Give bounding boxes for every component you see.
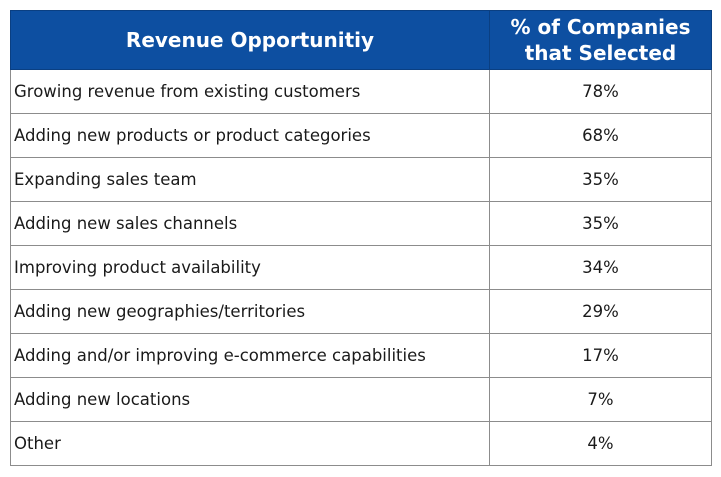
- row-value: 17%: [489, 333, 712, 378]
- row-label: Adding new locations: [10, 377, 490, 422]
- row-label: Adding and/or improving e-commerce capab…: [10, 333, 490, 378]
- row-label: Growing revenue from existing customers: [10, 69, 490, 114]
- table-row: Expanding sales team 35%: [10, 157, 712, 202]
- header-percent-line-2: that Selected: [524, 41, 677, 65]
- row-value: 29%: [489, 289, 712, 334]
- table-row: Improving product availability 34%: [10, 245, 712, 290]
- table-body: Growing revenue from existing customers 7…: [10, 69, 712, 466]
- row-label: Adding new products or product categorie…: [10, 113, 490, 158]
- row-label: Adding new geographies/territories: [10, 289, 490, 334]
- table-row: Adding new geographies/territories 29%: [10, 289, 712, 334]
- row-value: 7%: [489, 377, 712, 422]
- header-percent-line-1: % of Companies: [510, 15, 691, 39]
- table-header-row: Revenue Opportunitiy % of Companies that…: [10, 10, 712, 70]
- row-value: 4%: [489, 421, 712, 466]
- table-row: Adding new locations 7%: [10, 377, 712, 422]
- table-row: Adding new sales channels 35%: [10, 201, 712, 246]
- row-label: Improving product availability: [10, 245, 490, 290]
- table-row: Other 4%: [10, 421, 712, 466]
- header-revenue-opportunity: Revenue Opportunitiy: [10, 10, 490, 70]
- row-value: 34%: [489, 245, 712, 290]
- table-row: Adding new products or product categorie…: [10, 113, 712, 158]
- table-row: Adding and/or improving e-commerce capab…: [10, 333, 712, 378]
- row-label: Expanding sales team: [10, 157, 490, 202]
- row-value: 35%: [489, 157, 712, 202]
- header-percent-companies: % of Companies that Selected: [489, 10, 712, 70]
- row-label: Adding new sales channels: [10, 201, 490, 246]
- row-value: 68%: [489, 113, 712, 158]
- table-row: Growing revenue from existing customers 7…: [10, 69, 712, 114]
- row-label: Other: [10, 421, 490, 466]
- revenue-opportunity-table: Revenue Opportunitiy % of Companies that…: [10, 10, 712, 466]
- row-value: 35%: [489, 201, 712, 246]
- row-value: 78%: [489, 69, 712, 114]
